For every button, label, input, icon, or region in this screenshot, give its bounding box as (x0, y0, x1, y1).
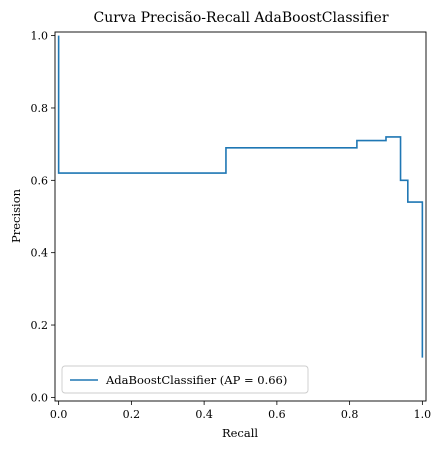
y-tick-label: 0.2 (31, 319, 49, 332)
y-axis-label: Precision (9, 188, 23, 243)
plot-area (54, 31, 427, 402)
x-tick-label: 0.2 (123, 408, 141, 421)
y-axis-ticks: 0.0 0.2 0.4 0.6 0.8 1.0 (31, 30, 55, 404)
x-tick-label: 0.8 (341, 408, 359, 421)
x-tick-label: 0.6 (268, 408, 286, 421)
y-tick-label: 0.6 (31, 174, 49, 187)
legend-box (61, 365, 309, 394)
chart-title: Curva Precisão-Recall AdaBoostClassifier (93, 10, 388, 26)
y-tick-label: 0.0 (31, 391, 49, 404)
x-tick-label: 0.0 (50, 408, 68, 421)
legend-entry-label: AdaBoostClassifier (AP = 0.66) (105, 373, 287, 387)
x-axis-ticks: 0.0 0.2 0.4 0.6 0.8 1.0 (50, 401, 431, 421)
legend: AdaBoostClassifier (AP = 0.66) (61, 365, 309, 394)
x-axis-label: Recall (222, 426, 258, 440)
y-tick-label: 1.0 (31, 30, 49, 43)
y-tick-label: 0.4 (31, 247, 49, 260)
x-tick-label: 1.0 (414, 408, 432, 421)
series-pr-curve (57, 35, 424, 358)
y-tick-label: 0.8 (31, 102, 49, 115)
x-tick-label: 0.4 (195, 408, 213, 421)
